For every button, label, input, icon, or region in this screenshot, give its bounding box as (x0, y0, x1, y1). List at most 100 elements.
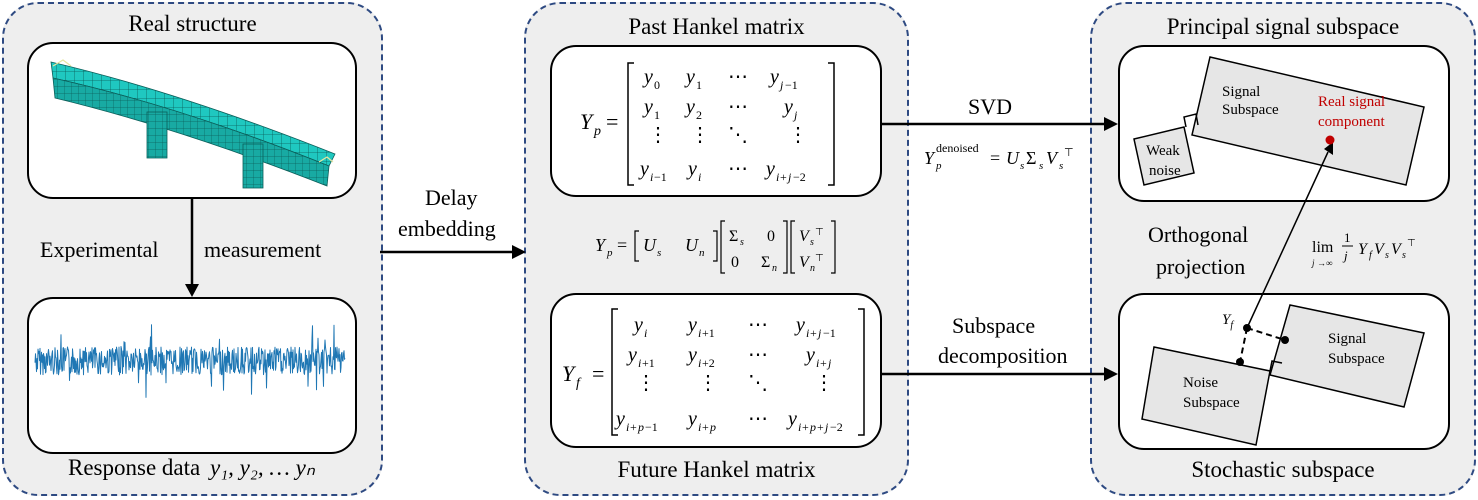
svg-text:y: y (686, 158, 697, 180)
svg-text:⊤: ⊤ (1407, 238, 1416, 249)
svg-text:−1: −1 (785, 78, 798, 92)
principal-subspace-diagram (1133, 56, 1425, 186)
svg-text:⋮: ⋮ (814, 372, 834, 394)
stochastic-subspace-title: Stochastic subspace (1191, 457, 1375, 482)
svg-text:j: j (786, 170, 792, 184)
svg-text:y: y (632, 314, 643, 336)
svg-text:V: V (799, 228, 811, 245)
svd-label: SVD (968, 94, 1013, 119)
svg-text:y: y (684, 66, 695, 88)
svg-text:j: j (816, 326, 822, 340)
svg-text:i: i (698, 326, 701, 340)
svg-text:j: j (1342, 248, 1348, 263)
lower-signal-label-2: Subspace (1328, 351, 1385, 367)
svg-text:y: y (786, 408, 797, 430)
lower-signal-label-1: Signal (1328, 331, 1367, 347)
svg-text:s: s (1039, 160, 1043, 172)
svg-text:y: y (642, 96, 653, 118)
svg-text:−1: −1 (823, 326, 836, 340)
svg-text:+: + (702, 420, 709, 434)
svg-text:j: j (778, 78, 784, 92)
svg-text:i: i (650, 170, 653, 184)
svg-text:=: = (592, 361, 604, 386)
projection-label: projection (1156, 254, 1246, 279)
svg-text:−1: −1 (654, 170, 667, 184)
structure-model-card (27, 42, 357, 199)
noise-label: noise (1149, 163, 1181, 179)
svg-text:s: s (657, 247, 661, 259)
response-data-label: Response data y₁, y₂, … yₙ (68, 455, 315, 481)
svg-text:p: p (935, 160, 942, 172)
svg-text:−2: −2 (830, 420, 843, 434)
svg-text:⋮: ⋮ (636, 372, 656, 394)
svg-text:y: y (764, 158, 775, 180)
delay-embedding-arrow (380, 245, 526, 259)
orthogonal-label: Orthogonal (1148, 222, 1249, 247)
svg-text:n: n (699, 247, 705, 259)
svg-text:denoised: denoised (936, 141, 979, 155)
svg-text:i: i (698, 420, 701, 434)
svg-text:p: p (709, 420, 716, 434)
svg-text:1: 1 (1344, 230, 1351, 245)
noise-subspace-label-1: Noise (1183, 375, 1218, 391)
svg-text:Y: Y (562, 361, 577, 386)
svg-text:Y: Y (595, 235, 607, 255)
svg-text:s: s (1059, 160, 1063, 172)
subspace-decomposition-arrow (880, 367, 1118, 381)
yf-point-subscript: f (1230, 320, 1234, 331)
svg-text:s: s (1402, 250, 1406, 261)
subspace-label: Subspace (952, 313, 1036, 338)
svg-text:Y: Y (924, 148, 936, 168)
svg-text:+: + (810, 326, 817, 340)
svg-text:y: y (614, 408, 625, 430)
svg-text:Y: Y (1358, 241, 1369, 258)
svg-text:=: = (990, 148, 1000, 168)
yf-point-label: Yf (1222, 312, 1233, 331)
svg-text:V: V (1374, 241, 1386, 258)
svg-text:⋮: ⋮ (698, 372, 718, 394)
svg-text:⋯: ⋯ (728, 96, 748, 118)
experimental-label: Experimental (40, 237, 159, 262)
svg-text:⊤: ⊤ (815, 253, 824, 264)
svg-text:i: i (776, 170, 779, 184)
svg-text:y: y (684, 96, 695, 118)
svg-text:y: y (638, 158, 649, 180)
svg-text:⋮: ⋮ (690, 124, 710, 146)
yf-point-symbol: Y (1222, 312, 1231, 328)
svg-text:i: i (626, 420, 629, 434)
svg-text:U: U (1006, 148, 1020, 168)
svg-text:→∞: →∞ (1317, 258, 1332, 268)
svg-text:⋯: ⋯ (748, 408, 768, 430)
upper-subspace-label: Subspace (1222, 102, 1279, 118)
svg-text:s: s (1020, 160, 1024, 172)
svg-text:2: 2 (696, 108, 702, 122)
svg-text:⋱: ⋱ (748, 372, 768, 394)
svg-text:+: + (630, 420, 637, 434)
svg-text:y: y (782, 96, 793, 118)
svg-text:i: i (698, 356, 701, 370)
svg-text:y: y (626, 344, 637, 366)
weak-label: Weak (1146, 143, 1180, 159)
svg-text:p: p (606, 247, 613, 259)
svg-text:⋮: ⋮ (788, 124, 808, 146)
svg-text:⋯: ⋯ (748, 314, 768, 336)
svg-text:+1: +1 (642, 356, 655, 370)
delay-label: Delay (425, 185, 478, 210)
svg-text:U: U (685, 235, 699, 255)
response-signal-plot (34, 324, 346, 398)
svg-text:y: y (794, 314, 805, 336)
svg-text:j: j (1311, 258, 1315, 268)
svd-arrow (880, 117, 1118, 131)
svg-text:−2: −2 (793, 170, 806, 184)
svg-text:s: s (740, 237, 744, 248)
response-signal-card (27, 297, 357, 454)
svg-text:⋯: ⋯ (728, 66, 748, 88)
future-hankel-title: Future Hankel matrix (617, 457, 816, 482)
upper-signal-label: Signal (1222, 84, 1261, 100)
svg-text:n: n (810, 263, 815, 274)
stochastic-subspace-diagram (1141, 304, 1425, 446)
svg-text:+1: +1 (702, 326, 715, 340)
